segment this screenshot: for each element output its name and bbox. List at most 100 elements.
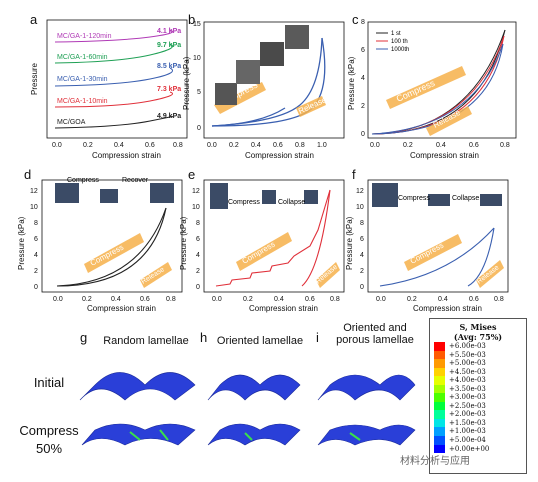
panel-e-release-arrow: [316, 262, 340, 288]
panel-b-ytick: 15: [193, 21, 201, 28]
panel-e-ytick: 6: [196, 236, 200, 243]
panel-e-step-collapse: Collapse: [278, 199, 305, 206]
panel-b-sem-image-4: [285, 25, 309, 49]
panel-e-ytick: 8: [196, 220, 200, 227]
panel-e-ylabel: Pressure (kPa): [179, 216, 188, 270]
panel-e-xtick: 0.8: [330, 296, 340, 303]
panel-d-ytick: 2: [34, 268, 38, 275]
legend-value: +3.50e-03: [449, 384, 486, 393]
panel-a-value-10min: 7.3 kPa: [157, 86, 181, 93]
legend-row: +3.00e-03: [430, 393, 526, 402]
panel-d-ytick: 0: [34, 284, 38, 291]
panel-d-letter: d: [24, 167, 32, 182]
row-label-compress: Compress: [19, 423, 79, 438]
panel-f-step-compress: Compress: [398, 195, 430, 202]
panel-g-title: Random lamellae: [103, 335, 189, 347]
panel-a-value-120min: 4.1 kPa: [157, 28, 181, 35]
panel-d-sample-compressed: [100, 189, 118, 203]
panel-d-xtick: 0.8: [166, 296, 176, 303]
panel-a-xtick: 0.6: [145, 142, 155, 149]
panel-d-unload-curve: [56, 207, 167, 287]
panel-a-xlabel: Compression strain: [92, 151, 161, 160]
panel-f-letter: f: [352, 167, 356, 182]
panel-d-ytick: 6: [34, 236, 38, 243]
legend-row: +5.50e-03: [430, 350, 526, 360]
legend-row: +6.00e-03: [430, 342, 526, 351]
panel-e-letter: e: [188, 167, 196, 182]
panel-i-letter: i: [316, 330, 319, 345]
legend-value: +1.50e-03: [449, 418, 486, 427]
panel-c-legend-1st: 1 st: [391, 31, 401, 37]
panel-d-step-recover: Recover: [122, 177, 149, 184]
panel-e-sample-compressed: [262, 190, 276, 204]
legend-value: +4.50e-03: [449, 367, 486, 376]
panel-c-legend-1000th: 1000th: [391, 47, 409, 53]
legend-value: +2.00e-03: [449, 410, 486, 419]
fem-porous-compressed: [317, 424, 416, 446]
legend-row: +4.00e-03: [430, 376, 526, 385]
legend-value: +1.00e-03: [449, 427, 486, 436]
legend-title: S, Mises: [459, 322, 497, 332]
panel-c-ytick: 4: [361, 75, 365, 82]
panel-b-xtick: 0.4: [251, 142, 261, 149]
panel-f-xtick: 0.2: [407, 296, 417, 303]
panel-b-xtick: 0.2: [229, 142, 239, 149]
panel-g-letter: g: [80, 330, 88, 345]
panel-f-sample-initial: [372, 183, 398, 207]
panel-e-sample-collapsed: [304, 190, 318, 204]
legend-row: +2.00e-03: [430, 410, 526, 419]
panel-e-ytick: 2: [196, 268, 200, 275]
panel-f-axes: Compression strain Pressure (kPa) 0.0 0.…: [345, 179, 509, 313]
panel-a-value-30min: 8.5 kPa: [157, 63, 181, 70]
panel-b-ylabel: Pressure (kPa): [182, 56, 191, 110]
panel-i-title: Oriented and porous lamellae: [336, 322, 414, 346]
panel-e-release-text: Release: [315, 264, 339, 286]
panel-c-ytick: 2: [361, 103, 365, 110]
panel-f-ytick: 8: [360, 220, 364, 227]
panel-c-curve-1000th: [371, 43, 504, 135]
panel-f-xtick: 0.6: [469, 296, 479, 303]
panel-e-load-curve: [215, 189, 331, 287]
panel-b-sem-image-2: [236, 60, 260, 84]
panel-d-xtick: 0.4: [111, 296, 121, 303]
panel-f-ylabel: Pressure (kPa): [345, 216, 354, 270]
panel-b-xtick: 1.0: [317, 142, 327, 149]
panel-c-ytick: 0: [361, 131, 365, 138]
legend-subtitle: (Avg: 75%): [453, 332, 503, 342]
panel-d-xlabel: Compression strain: [87, 304, 156, 313]
panel-b-sem-image-1: [215, 83, 237, 105]
legend-value: +6.00e-03: [449, 342, 486, 350]
panel-e-ytick: 4: [196, 252, 200, 259]
legend-swatch: [434, 436, 445, 445]
panel-a-curve-60min: [54, 43, 173, 64]
row-label-initial: Initial: [33, 375, 65, 390]
panel-d-load-curve: [56, 207, 167, 287]
panel-c-compress-arrow: [386, 66, 466, 109]
panel-b-axes: Compression strain Pressure (kPa) 0.0 0.…: [182, 21, 345, 160]
panel-b-xlabel: Compression strain: [245, 151, 314, 160]
panel-f-xtick: 0.8: [494, 296, 504, 303]
panel-e-xtick: 0.2: [243, 296, 253, 303]
panel-a-label-120min: MC/GA-1-120min: [57, 33, 112, 40]
panel-b-xtick: 0.8: [295, 142, 305, 149]
legend-swatch: [434, 359, 445, 368]
panel-f-ytick: 2: [360, 268, 364, 275]
panel-a-curve-10min: [54, 91, 173, 108]
fem-porous-initial: [317, 374, 416, 401]
panel-c-xlabel: Compression strain: [410, 151, 479, 160]
panel-a-curve-goa: [54, 116, 173, 129]
legend-value: +0.00e+00: [449, 444, 490, 453]
panel-c-xtick: 0.8: [500, 142, 510, 149]
panel-a-xtick: 0.0: [52, 142, 62, 149]
panel-f-release-arrow: [476, 260, 504, 288]
panel-e-ytick: 0: [196, 284, 200, 291]
fem-random-initial: [79, 372, 196, 401]
legend-rows: +6.00e-03 +5.50e-03 +5.00e-03 +4.50e-03 +4.0…: [430, 342, 526, 454]
panel-e-xtick: 0.6: [305, 296, 315, 303]
panel-c-xtick: 0.0: [370, 142, 380, 149]
panel-f-ytick: 4: [360, 252, 364, 259]
panel-d-xtick: 0.0: [53, 296, 63, 303]
panel-b-ytick: 0: [197, 125, 201, 132]
panel-a-axes: Compression strain Pressure 0.0 0.2 0.4 …: [30, 19, 188, 160]
legend-swatch: [434, 350, 445, 360]
